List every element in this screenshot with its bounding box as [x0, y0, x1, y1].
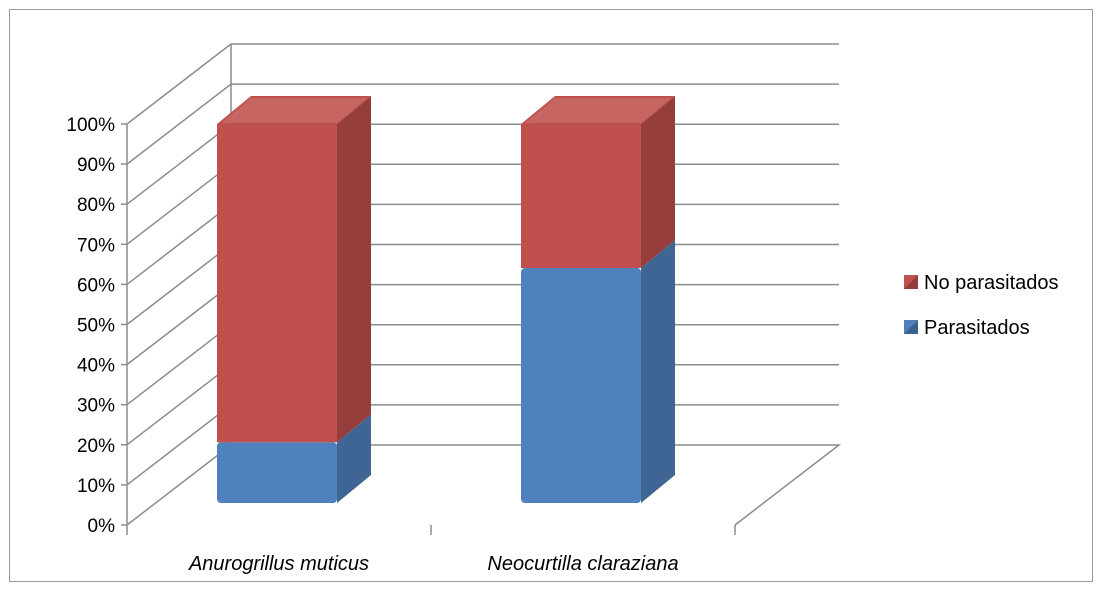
- legend: No parasitados Parasitados: [904, 272, 1059, 339]
- side-wall-gridline: [126, 243, 232, 326]
- legend-swatch-shade: [904, 275, 918, 289]
- bar-parasitados: [217, 414, 371, 503]
- side-wall-gridline: [126, 203, 232, 285]
- y-tick-label: 60%: [77, 275, 115, 296]
- bar-front-face: [521, 124, 641, 269]
- y-tick-label: 50%: [77, 316, 115, 337]
- bar-front-face: [521, 268, 641, 503]
- side-wall-gridline: [126, 364, 232, 446]
- bar-top-face: [521, 96, 675, 124]
- side-wall-gridline: [126, 83, 232, 165]
- y-tick-label: 20%: [77, 436, 115, 457]
- side-wall-gridline: [126, 324, 232, 406]
- bar-top-highlight: [221, 98, 367, 123]
- side-wall-gridline: [126, 123, 232, 205]
- y-tick-label: 70%: [77, 235, 115, 256]
- legend-label: Parasitados: [924, 317, 1030, 339]
- bar-side-face: [641, 96, 675, 269]
- side-wall-gridline: [126, 163, 232, 245]
- bars: [217, 96, 675, 503]
- x-category-label: Neocurtilla claraziana: [487, 553, 678, 575]
- bar-side-face: [641, 240, 675, 503]
- legend-label: No parasitados: [924, 272, 1059, 294]
- bar-no-parasitados: [217, 96, 371, 443]
- bar-no-parasitados: [521, 96, 675, 269]
- bar-top-face: [217, 96, 371, 124]
- bar-top-highlight: [525, 98, 671, 123]
- y-tick-label: 40%: [77, 356, 115, 377]
- x-category-label: Anurogrillus muticus: [188, 553, 369, 575]
- y-tick-label: 0%: [88, 516, 116, 537]
- y-tick-label: 30%: [77, 396, 115, 417]
- labels: 0% 10% 20% 30% 40% 50% 60% 70% 80% 90% 100% Anurogr…: [66, 115, 678, 575]
- y-tick-label: 100%: [66, 115, 115, 136]
- y-tick-label: 80%: [77, 195, 115, 216]
- side-wall-gridline: [126, 284, 232, 366]
- legend-swatch-shade: [904, 320, 918, 334]
- side-wall-gridline: [126, 43, 232, 125]
- legend-item: Parasitados: [904, 317, 1030, 339]
- side-wall-gridline: [126, 404, 232, 486]
- bar-front-face: [217, 124, 337, 443]
- legend-item: No parasitados: [904, 272, 1059, 294]
- y-tick-label: 90%: [77, 155, 115, 176]
- bar-parasitados: [521, 240, 675, 503]
- y-tick-label: 10%: [77, 476, 115, 497]
- bar-front-face: [217, 442, 337, 503]
- bar-side-face: [337, 414, 371, 503]
- bar-side-face: [337, 96, 371, 443]
